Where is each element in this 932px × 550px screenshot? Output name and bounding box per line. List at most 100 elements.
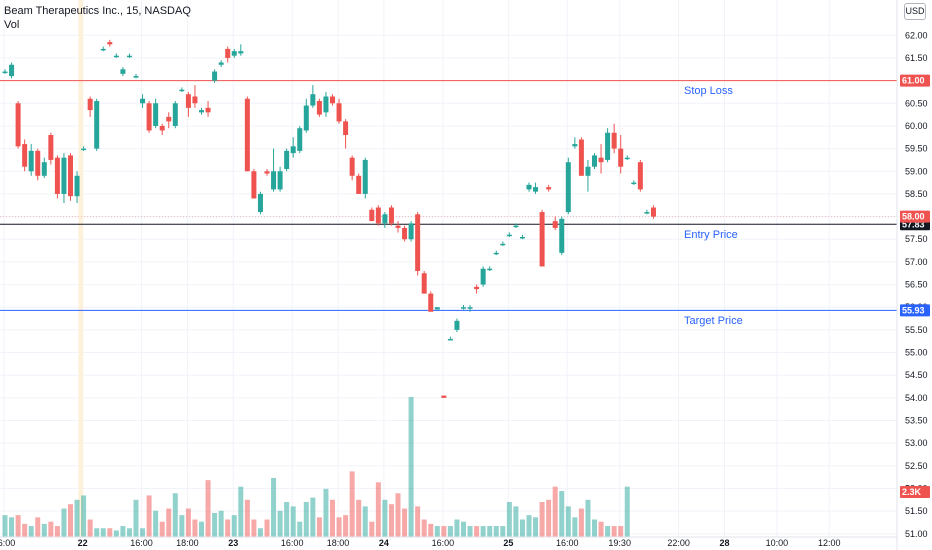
volume-bar — [22, 523, 28, 537]
candle-body — [447, 338, 453, 341]
volume-bar — [2, 515, 8, 537]
candle-body — [539, 212, 545, 267]
volume-bar — [179, 515, 185, 537]
volume-bar — [113, 530, 119, 537]
candle-body — [408, 223, 414, 240]
candle-body — [41, 162, 47, 176]
candle-body — [244, 98, 250, 172]
volume-bar — [323, 488, 329, 537]
volume-bar — [140, 528, 146, 537]
candle-body — [257, 193, 263, 213]
volume-bar — [539, 502, 545, 537]
time-tick-label: 16:00 — [556, 538, 579, 548]
chart-grid — [0, 0, 897, 537]
volume-bar — [205, 480, 211, 537]
volume-bar — [356, 499, 362, 537]
currency-button[interactable]: USD — [904, 3, 926, 20]
price-tick-label: 57.50 — [905, 234, 928, 244]
candle-body — [565, 162, 571, 213]
current-price-tag: 58.00 — [902, 212, 925, 222]
candle-body — [166, 116, 172, 122]
price-tick-label: 57.00 — [905, 257, 928, 267]
candle-body — [185, 94, 191, 108]
symbol-title: Beam Therapeutics Inc., 15, NASDAQ — [4, 5, 191, 17]
volume-bar — [500, 526, 506, 537]
time-tick-label: 22 — [78, 538, 88, 548]
session-highlight — [78, 0, 84, 537]
volume-bar — [624, 486, 630, 537]
entry-price-label: Entry Price — [684, 229, 738, 241]
candle-body — [61, 157, 67, 194]
volume-bar — [461, 521, 466, 537]
candle-body — [310, 94, 316, 106]
volume-bar — [120, 526, 126, 537]
volume-bar — [251, 519, 257, 537]
time-tick-label: 16:00 — [281, 538, 304, 548]
volume-bar — [559, 491, 565, 537]
volume-bar — [244, 499, 250, 537]
volume-bar — [487, 526, 493, 537]
volume-bar — [611, 526, 617, 537]
candle-body — [598, 157, 604, 163]
volume-bar — [428, 523, 434, 537]
volume-bar — [480, 526, 486, 537]
volume-bar — [343, 515, 349, 537]
candle-body — [146, 103, 152, 131]
candle-body — [592, 155, 597, 167]
candle-body — [284, 150, 290, 169]
candle-body — [519, 236, 525, 239]
candle-body — [618, 148, 624, 167]
volume-bar — [225, 519, 231, 537]
candle-body — [611, 132, 617, 149]
volume-bar — [572, 517, 578, 537]
level-lines — [0, 80, 897, 311]
volume-bar — [349, 471, 355, 537]
volume-bar — [447, 526, 453, 537]
volume-bar — [441, 526, 447, 537]
volume-bar — [87, 519, 93, 537]
volume-bar — [166, 508, 172, 537]
price-tick-label: 60.00 — [905, 121, 928, 131]
stop-loss-label: Stop Loss — [684, 85, 733, 97]
volume-bar — [618, 526, 624, 537]
volume-tag-bg — [900, 486, 930, 498]
candle-body — [415, 214, 421, 271]
volume-bar — [231, 515, 237, 537]
candle-body — [15, 103, 21, 147]
candle-body — [323, 96, 329, 113]
volume-bar — [474, 526, 480, 537]
price-tick-label: 55.50 — [905, 325, 928, 335]
volume-bar — [153, 510, 159, 537]
volume-bar — [212, 512, 218, 537]
candle-body — [264, 171, 270, 174]
volume-bar — [454, 519, 460, 537]
volume-bar — [41, 523, 47, 537]
level-price-tag: 57.83 — [902, 219, 925, 229]
candle-body — [212, 71, 218, 81]
candle-body — [428, 293, 434, 312]
volume-bar — [303, 502, 309, 537]
price-tick-label: 51.00 — [905, 529, 928, 539]
candle-body — [68, 155, 73, 197]
volume-bar — [28, 526, 34, 537]
candle-body — [22, 144, 28, 167]
candle-body — [172, 103, 178, 126]
candle-body — [113, 55, 119, 58]
candle-body — [487, 268, 493, 271]
volume-bar — [290, 506, 296, 537]
candle-body — [303, 105, 309, 131]
volume-bar — [159, 521, 165, 537]
volume-bar — [238, 486, 244, 537]
volume-bar — [68, 504, 73, 537]
volume-bar — [81, 495, 87, 537]
price-tick-label: 59.00 — [905, 166, 928, 176]
price-tick-label: 53.00 — [905, 438, 928, 448]
candle-body — [316, 101, 322, 115]
candle-body — [81, 148, 87, 151]
volume-bar — [9, 517, 15, 537]
candle-body — [251, 171, 257, 199]
candle-body — [402, 227, 408, 240]
volume-bar — [199, 521, 204, 537]
volume-bars — [2, 397, 630, 537]
